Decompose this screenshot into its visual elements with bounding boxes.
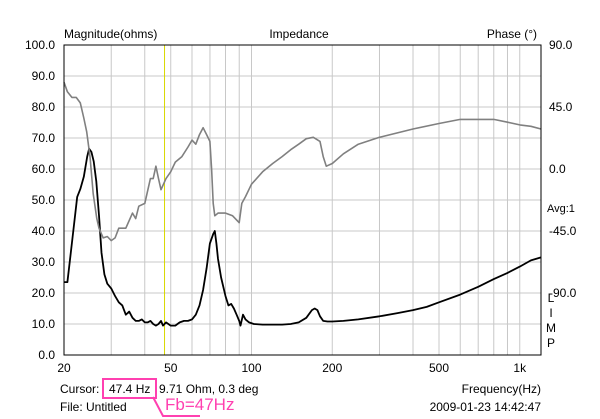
left-axis-label: Magnitude(ohms) [64, 27, 157, 41]
x-tick-label: 100 [241, 361, 261, 375]
cursor-frequency: 47.4 Hz [109, 382, 150, 396]
left-tick-label: 90.0 [32, 69, 56, 83]
right-tick-label: 90.0 [549, 38, 573, 52]
file-label: File: Untitled [60, 400, 127, 414]
x-axis-ticks: 20 50 100 200 500 1k [57, 361, 527, 375]
annotation-pointer [152, 396, 200, 417]
x-tick-label: 50 [164, 361, 178, 375]
cursor-label: Cursor: [60, 382, 99, 396]
left-tick-label: 60.0 [32, 162, 56, 176]
right-tick-label: 45.0 [549, 100, 573, 114]
cursor-readout: 9.71 Ohm, 0.3 deg [159, 382, 258, 396]
x-tick-label: 200 [322, 361, 342, 375]
left-tick-label: 70.0 [32, 131, 56, 145]
phase-line [63, 81, 542, 242]
series-layer [63, 81, 542, 327]
left-tick-label: 40.0 [32, 224, 56, 238]
chart-title: Impedance [269, 27, 329, 41]
right-axis-label: Phase (°) [487, 27, 537, 41]
left-tick-label: 10.0 [32, 317, 56, 331]
left-tick-label: 30.0 [32, 255, 56, 269]
magnitude-line [64, 147, 542, 327]
x-tick-label: 1k [513, 361, 527, 375]
x-tick-label: 500 [429, 361, 449, 375]
right-tick-label: -45.0 [549, 224, 577, 238]
annotation-fb: Fb=47Hz [165, 395, 234, 414]
left-tick-label: 20.0 [32, 286, 56, 300]
left-tick-label: 50.0 [32, 193, 56, 207]
cursor-freq-highlight [102, 378, 157, 399]
left-axis-ticks: 0.0 10.0 20.0 30.0 40.0 50.0 60.0 70.0 80.0 90.0 1… [25, 38, 55, 362]
limp-letter: I [549, 306, 552, 320]
left-tick-label: 80.0 [32, 100, 56, 114]
plot-frame [63, 44, 542, 356]
x-axis-label: Frequency(Hz) [462, 382, 541, 396]
x-tick-label: 20 [57, 361, 71, 375]
timestamp: 2009-01-23 14:42:47 [430, 400, 542, 414]
left-tick-label: 100.0 [25, 38, 55, 52]
left-tick-label: 0.0 [38, 348, 55, 362]
right-axis-ticks: 90.0 45.0 0.0 -45.0 -90.0 [549, 38, 577, 300]
right-tick-label: 0.0 [549, 162, 566, 176]
limp-letter: P [547, 336, 555, 350]
limp-letter: M [546, 321, 556, 335]
right-tick-label: -90.0 [549, 286, 577, 300]
avg-label: Avg:1 [547, 203, 575, 215]
limp-letter: L [548, 291, 555, 305]
